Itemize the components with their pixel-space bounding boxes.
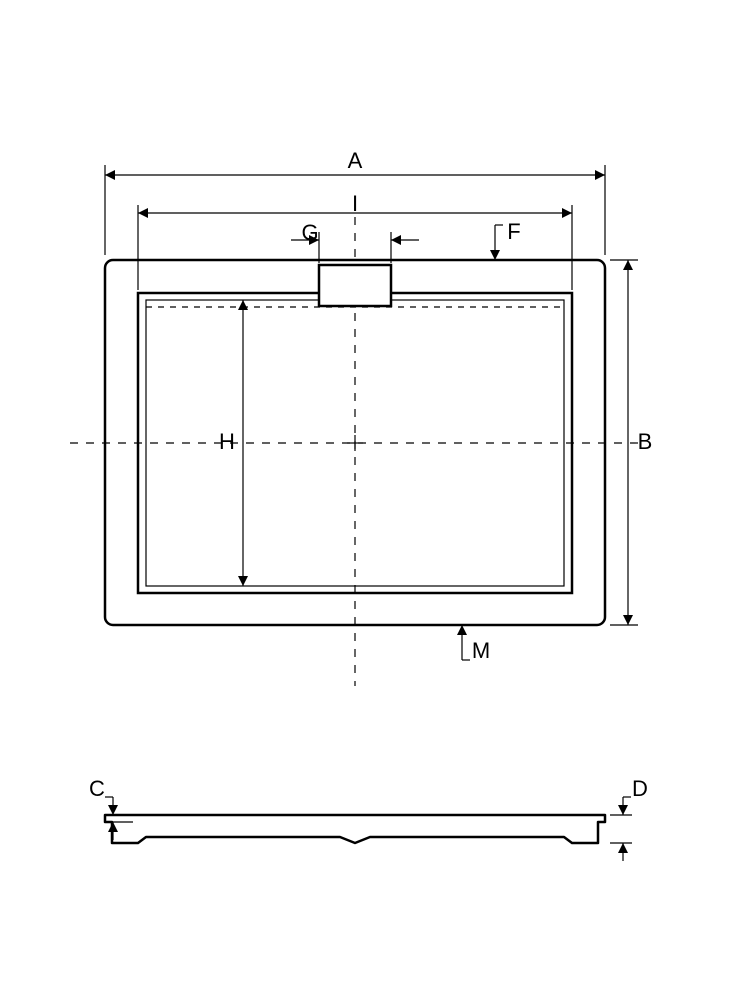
label-c: C (89, 776, 105, 801)
label-f: F (507, 219, 520, 244)
label-d: D (632, 776, 648, 801)
label-m: M (472, 638, 490, 663)
drain-cover (319, 265, 391, 306)
label-b: B (638, 429, 653, 454)
label-a: A (348, 148, 363, 173)
label-g: G (301, 220, 318, 245)
label-i: I (352, 191, 358, 216)
label-h: H (219, 429, 235, 454)
